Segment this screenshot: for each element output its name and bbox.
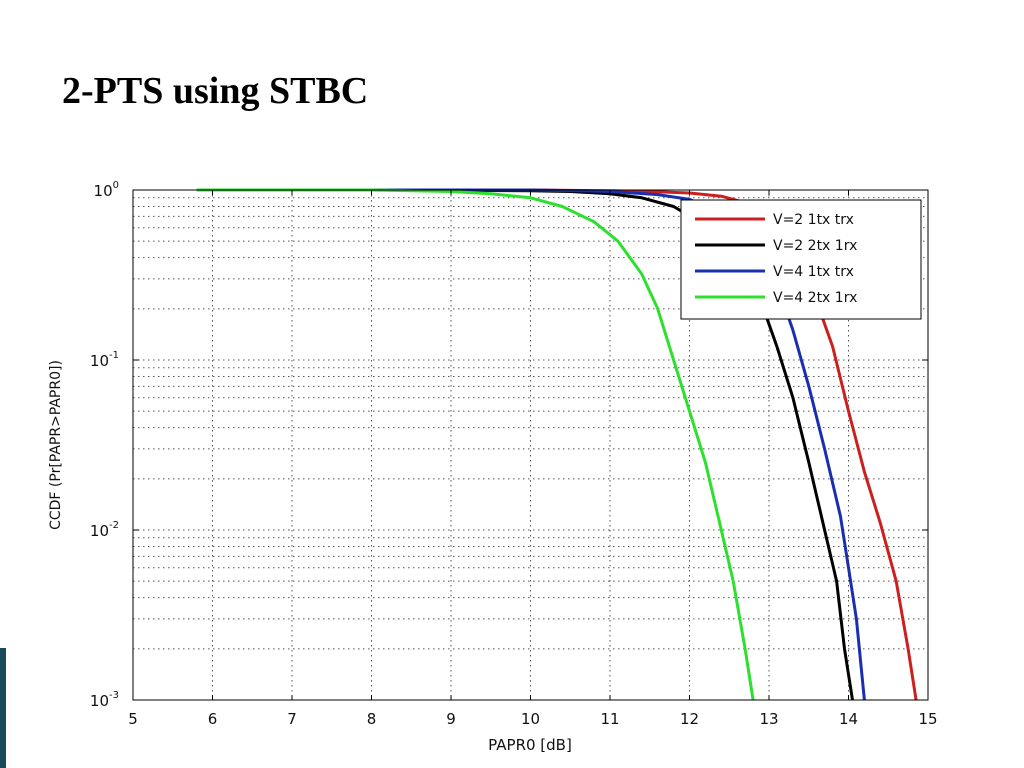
- legend-label: V=2 2tx 1rx: [773, 238, 857, 254]
- x-tick-label: 8: [367, 710, 377, 728]
- x-tick-label: 7: [287, 710, 297, 728]
- legend-label: V=4 1tx trx: [773, 264, 854, 280]
- x-axis-label: PAPR0 [dB]: [488, 736, 572, 754]
- y-tick-label: 10-1: [90, 350, 119, 370]
- y-axis-label: CCDF (Pr[PAPR>PAPR0]): [48, 360, 64, 530]
- y-tick-label: 10-3: [90, 690, 119, 710]
- legend-label: V=4 2tx 1rx: [773, 290, 857, 306]
- x-tick-label: 15: [918, 710, 937, 728]
- x-axis-ticks: 5 6 7 8 9 10 11 12 13 14 15: [128, 190, 938, 728]
- y-tick-label: 100: [94, 180, 119, 200]
- x-tick-label: 6: [208, 710, 218, 728]
- legend: V=2 1tx trx V=2 2tx 1rx V=4 1tx trx V=4 2tx…: [680, 199, 922, 320]
- x-tick-label: 12: [680, 710, 699, 728]
- y-tick-label: 10-2: [90, 520, 119, 540]
- slide-title: 2-PTS using STBC: [62, 70, 369, 112]
- x-tick-label: 9: [446, 710, 456, 728]
- y-axis-ticks: 100 10-1 10-2 10-3: [90, 180, 928, 710]
- x-tick-label: 10: [521, 710, 540, 728]
- x-tick-label: 5: [128, 710, 138, 728]
- series-line-4: [196, 188, 755, 701]
- x-tick-label: 11: [600, 710, 619, 728]
- x-tick-label: 14: [839, 710, 858, 728]
- x-tick-label: 13: [759, 710, 778, 728]
- legend-label: V=2 1tx trx: [773, 212, 854, 228]
- left-accent-bar: [0, 648, 6, 768]
